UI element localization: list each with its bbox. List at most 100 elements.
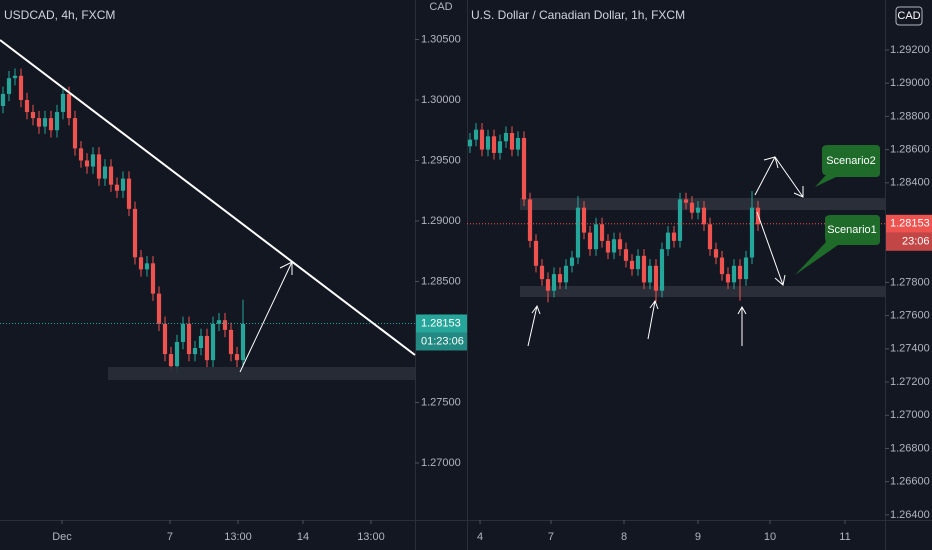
candle-body (749, 207, 755, 258)
trend-line (0, 39, 416, 356)
price-label-box (886, 214, 932, 233)
y-tick-label: 1.28600 (890, 143, 930, 155)
candle-body (659, 249, 665, 291)
candle-body (545, 279, 551, 291)
candle-body (635, 255, 641, 270)
price-label-box (416, 314, 467, 333)
candle-body (198, 335, 204, 349)
y-tick-label: 1.27800 (890, 276, 930, 288)
candle-body (0, 93, 6, 107)
candle-body (473, 129, 479, 140)
candle-body (521, 137, 527, 200)
y-tick-label: 1.27000 (890, 409, 930, 421)
y-tick-label: 1.30000 (421, 94, 461, 106)
candle-body (653, 265, 659, 291)
y-tick-label: 1.27400 (890, 343, 930, 355)
candle-body (234, 354, 240, 361)
y-tick-label: 1.29200 (890, 44, 930, 56)
x-tick-label: 10 (764, 531, 776, 543)
candle-body (48, 118, 54, 131)
countdown-box (886, 232, 932, 251)
candle-body (527, 199, 533, 241)
candle-body (539, 265, 545, 280)
candle-body (168, 354, 174, 367)
candle-body (593, 224, 599, 250)
candle-body (617, 239, 623, 250)
arrow (647, 299, 659, 340)
candle-body (737, 265, 743, 280)
candle-body (707, 224, 713, 250)
candle-body (132, 208, 138, 258)
y-tick-label: 1.27200 (890, 376, 930, 388)
countdown-box (416, 332, 467, 351)
arrow (239, 261, 293, 373)
axis-unit: CAD (429, 1, 452, 13)
x-tick-label: 7 (548, 531, 554, 543)
candle-body (581, 207, 587, 233)
candle-body (491, 136, 497, 153)
candle-body (611, 239, 617, 253)
arrow (754, 156, 804, 198)
candle-body (569, 257, 575, 266)
candle-body (138, 257, 144, 270)
chart-title: U.S. Dollar / Canadian Dollar, 1h, FXCM (471, 8, 685, 22)
candle-body (575, 207, 581, 258)
candle-body (210, 323, 216, 361)
candle-body (623, 249, 629, 261)
countdown: 23:06 (902, 236, 930, 248)
candle-body (150, 263, 156, 294)
candle-body (240, 323, 246, 361)
x-tick-label: 9 (695, 531, 701, 543)
candle-body (42, 118, 48, 127)
candle-body (60, 93, 66, 113)
candle-body (162, 323, 168, 355)
candle-body (222, 320, 228, 330)
y-tick-label: 1.29000 (421, 215, 461, 227)
candle-body (689, 202, 695, 213)
callout (795, 215, 880, 275)
candle-body (713, 249, 719, 258)
x-tick-label: 13:00 (357, 531, 385, 543)
support-zone (520, 286, 885, 297)
candle-body (515, 137, 521, 150)
candle-body (72, 118, 78, 149)
candle-body (497, 141, 503, 153)
candle-body (180, 323, 186, 342)
y-tick-label: 1.29000 (890, 77, 930, 89)
candle-body (551, 274, 557, 291)
unit-box (895, 6, 923, 26)
candle-body (701, 207, 707, 225)
y-tick-label: 1.27500 (421, 396, 461, 408)
candle-body (78, 148, 84, 161)
candle-body (36, 118, 42, 127)
candle-body (102, 166, 108, 179)
y-tick-label: 1.26400 (890, 509, 930, 521)
countdown: 01:23:06 (421, 335, 464, 347)
x-tick-label: 4 (477, 531, 483, 543)
y-tick-label: 1.27000 (421, 457, 461, 469)
candle-body (144, 263, 150, 270)
price-label: 1.28153 (890, 218, 930, 230)
candle-body (6, 78, 12, 94)
price-label: 1.28153 (421, 317, 461, 329)
candle-body (96, 154, 102, 179)
candle-body (108, 166, 114, 185)
x-tick-label: 14 (297, 531, 309, 543)
candle-body (479, 129, 485, 150)
y-tick-label: 1.28400 (890, 177, 930, 189)
x-tick-label: Dec (52, 531, 72, 543)
candle-body (114, 184, 120, 191)
candle-body (587, 232, 593, 250)
resistance-zone (520, 198, 885, 210)
candle-body (557, 274, 563, 283)
candle-body (485, 136, 491, 150)
candle-body (12, 75, 18, 79)
candle-body (641, 255, 647, 283)
candle-body (126, 178, 132, 209)
candle-body (629, 260, 635, 270)
candle-body (174, 341, 180, 367)
candle-body (204, 335, 210, 361)
candle-body (54, 112, 60, 131)
candle-body (599, 224, 605, 241)
